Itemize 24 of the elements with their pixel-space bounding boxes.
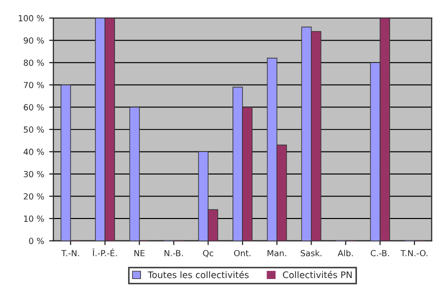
y-tick-label: 90 % <box>24 37 44 44</box>
legend-label: Toutes les collectivités <box>148 270 249 278</box>
x-tick-label: Ont. <box>234 250 251 256</box>
y-tick-label: 50 % <box>24 126 44 133</box>
x-tick-label: T.-N. <box>61 250 80 256</box>
x-tick-label: Î.-P.-É. <box>92 248 117 256</box>
x-tick-label: NE <box>134 250 145 256</box>
legend-label: Collectivités PN <box>282 270 352 278</box>
y-tick-label: 70 % <box>24 82 44 88</box>
y-tick-label: 20 % <box>24 193 44 200</box>
y-tick-label: 100 % <box>18 15 44 22</box>
x-tick-label: Qc <box>203 250 214 258</box>
y-tick-label: 0 % <box>29 238 44 244</box>
x-tick-label: Sask. <box>300 250 322 256</box>
y-tick-label: 40 % <box>24 148 44 155</box>
y-tick-label: 60 % <box>24 104 44 110</box>
y-tick-label: 10 % <box>24 216 44 222</box>
y-tick-label: 80 % <box>24 60 44 66</box>
x-tick-label: N.-B. <box>164 250 183 256</box>
x-tick-label: C.-B. <box>370 250 389 256</box>
y-tick-label: 30 % <box>24 170 44 178</box>
x-tick-label: T.N.-O. <box>400 250 428 256</box>
x-tick-label: Man. <box>268 250 286 256</box>
x-tick-label: Alb. <box>338 250 353 256</box>
